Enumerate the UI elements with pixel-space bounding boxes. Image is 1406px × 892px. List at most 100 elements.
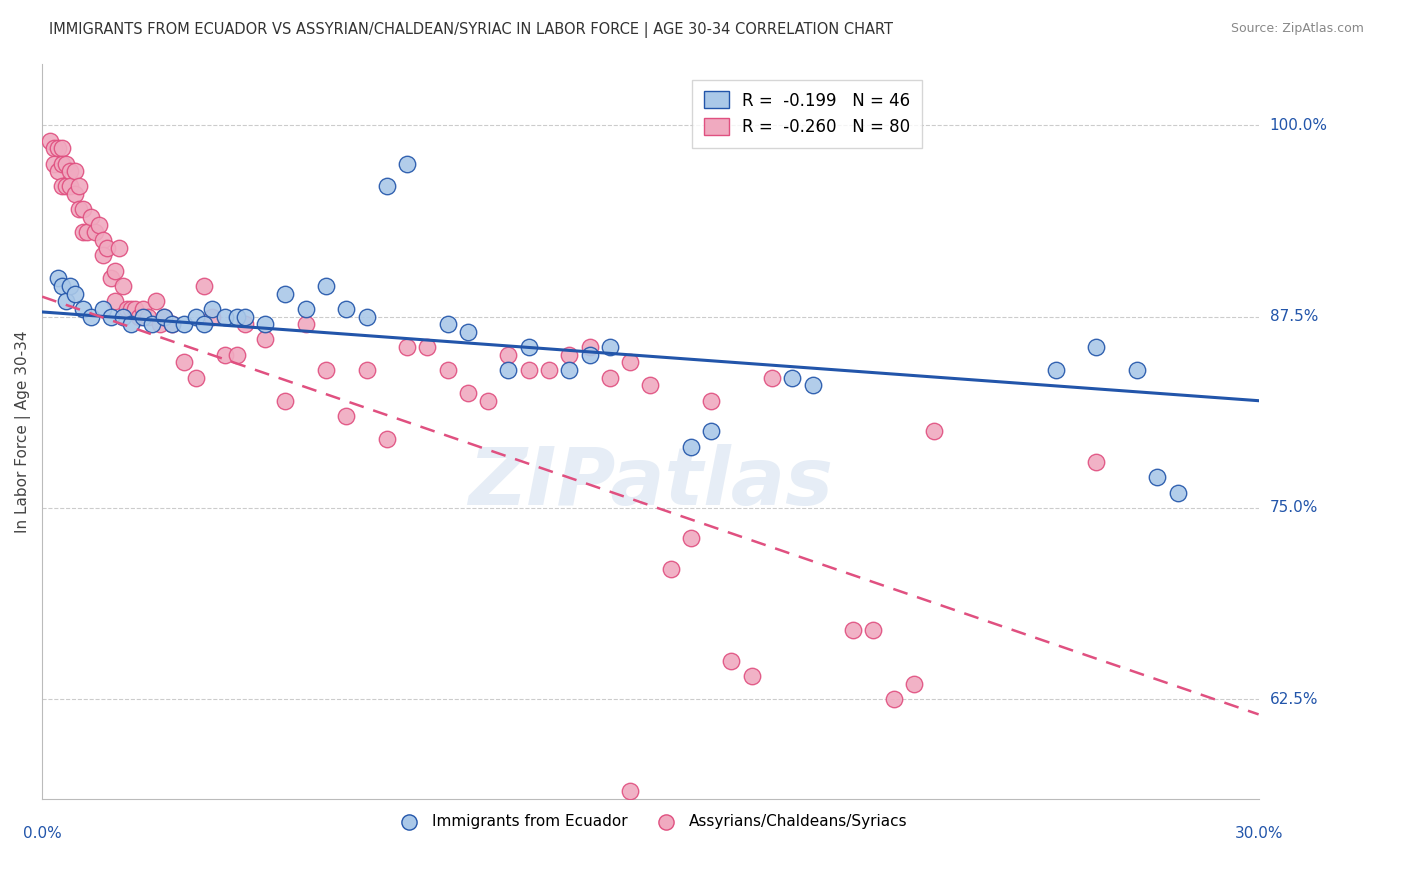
Point — [193, 317, 215, 331]
Point — [145, 294, 167, 309]
Point — [104, 294, 127, 309]
Point — [91, 233, 114, 247]
Point — [396, 340, 419, 354]
Text: 0.0%: 0.0% — [22, 826, 62, 841]
Point — [51, 279, 73, 293]
Point — [761, 370, 783, 384]
Point — [72, 202, 94, 217]
Point — [76, 226, 98, 240]
Text: 75.0%: 75.0% — [1270, 500, 1317, 516]
Point — [117, 301, 139, 316]
Point — [112, 279, 135, 293]
Point — [396, 156, 419, 170]
Point — [375, 179, 398, 194]
Point — [201, 301, 224, 316]
Point — [55, 156, 77, 170]
Point — [679, 440, 702, 454]
Point — [100, 310, 122, 324]
Point — [96, 241, 118, 255]
Point — [55, 294, 77, 309]
Point — [640, 378, 662, 392]
Point — [883, 692, 905, 706]
Point — [186, 370, 208, 384]
Point — [186, 310, 208, 324]
Legend: Immigrants from Ecuador, Assyrians/Chaldeans/Syriacs: Immigrants from Ecuador, Assyrians/Chald… — [388, 808, 914, 835]
Point — [141, 317, 163, 331]
Point — [1126, 363, 1149, 377]
Text: 62.5%: 62.5% — [1270, 691, 1319, 706]
Point — [225, 310, 247, 324]
Point — [51, 141, 73, 155]
Point — [63, 164, 86, 178]
Point — [46, 141, 69, 155]
Point — [356, 363, 378, 377]
Point — [335, 301, 357, 316]
Text: IMMIGRANTS FROM ECUADOR VS ASSYRIAN/CHALDEAN/SYRIAC IN LABOR FORCE | AGE 30-34 C: IMMIGRANTS FROM ECUADOR VS ASSYRIAN/CHAL… — [49, 22, 893, 38]
Point — [51, 179, 73, 194]
Point — [80, 210, 103, 224]
Text: 87.5%: 87.5% — [1270, 309, 1317, 324]
Point — [152, 310, 174, 324]
Point — [498, 363, 520, 377]
Point — [335, 409, 357, 423]
Point — [436, 363, 458, 377]
Point — [315, 363, 337, 377]
Point — [578, 348, 600, 362]
Point — [91, 301, 114, 316]
Point — [160, 317, 183, 331]
Point — [274, 286, 297, 301]
Point — [416, 340, 439, 354]
Point — [59, 164, 82, 178]
Point — [39, 134, 62, 148]
Text: 100.0%: 100.0% — [1270, 118, 1327, 133]
Point — [46, 164, 69, 178]
Point — [842, 624, 865, 638]
Point — [63, 187, 86, 202]
Point — [132, 310, 155, 324]
Point — [120, 317, 142, 331]
Point — [659, 562, 682, 576]
Point — [599, 340, 621, 354]
Point — [294, 301, 316, 316]
Point — [619, 355, 641, 369]
Point — [700, 425, 723, 439]
Point — [100, 271, 122, 285]
Point — [201, 310, 224, 324]
Point — [1146, 470, 1168, 484]
Point — [59, 279, 82, 293]
Point — [91, 248, 114, 262]
Point — [44, 141, 66, 155]
Point — [233, 317, 256, 331]
Point — [149, 317, 172, 331]
Point — [124, 301, 146, 316]
Point — [132, 301, 155, 316]
Point — [112, 310, 135, 324]
Point — [233, 310, 256, 324]
Point — [1166, 485, 1188, 500]
Point — [315, 279, 337, 293]
Point — [558, 363, 581, 377]
Point — [108, 241, 131, 255]
Point — [558, 348, 581, 362]
Text: ZIPatlas: ZIPatlas — [468, 443, 832, 522]
Point — [160, 317, 183, 331]
Point — [862, 624, 884, 638]
Point — [477, 393, 499, 408]
Point — [1045, 363, 1067, 377]
Point — [120, 301, 142, 316]
Point — [457, 325, 479, 339]
Point — [517, 340, 540, 354]
Point — [436, 317, 458, 331]
Point — [254, 317, 277, 331]
Point — [59, 179, 82, 194]
Point — [274, 393, 297, 408]
Point — [193, 279, 215, 293]
Point — [375, 432, 398, 446]
Point — [294, 317, 316, 331]
Point — [254, 333, 277, 347]
Point — [152, 310, 174, 324]
Point — [55, 179, 77, 194]
Point — [46, 271, 69, 285]
Point — [356, 310, 378, 324]
Point — [173, 317, 195, 331]
